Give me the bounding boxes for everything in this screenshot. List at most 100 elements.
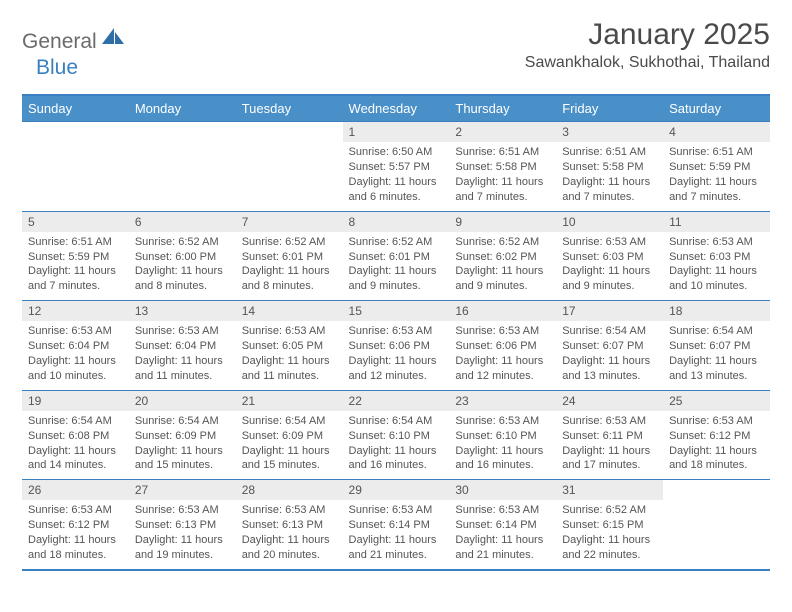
sunset-text: Sunset: 6:07 PM (669, 339, 764, 354)
calendar-cell: 11Sunrise: 6:53 AMSunset: 6:03 PMDayligh… (663, 211, 770, 301)
day-body: Sunrise: 6:50 AMSunset: 5:57 PMDaylight:… (343, 142, 450, 210)
day-number: 27 (129, 480, 236, 500)
daylight-text: Daylight: 11 hours and 16 minutes. (349, 444, 444, 474)
sunset-text: Sunset: 6:10 PM (455, 429, 550, 444)
sunset-text: Sunset: 6:04 PM (28, 339, 123, 354)
calendar-row: 5Sunrise: 6:51 AMSunset: 5:59 PMDaylight… (22, 211, 770, 301)
calendar-cell: 21Sunrise: 6:54 AMSunset: 6:09 PMDayligh… (236, 390, 343, 480)
daylight-text: Daylight: 11 hours and 13 minutes. (562, 354, 657, 384)
day-body (236, 142, 343, 206)
sunrise-text: Sunrise: 6:52 AM (349, 235, 444, 250)
sunrise-text: Sunrise: 6:52 AM (135, 235, 230, 250)
calendar-cell: 30Sunrise: 6:53 AMSunset: 6:14 PMDayligh… (449, 480, 556, 570)
daylight-text: Daylight: 11 hours and 16 minutes. (455, 444, 550, 474)
day-body (663, 500, 770, 564)
sunrise-text: Sunrise: 6:53 AM (455, 324, 550, 339)
day-body: Sunrise: 6:53 AMSunset: 6:04 PMDaylight:… (129, 321, 236, 389)
day-number: 7 (236, 212, 343, 232)
logo-text-general: General (22, 30, 97, 54)
calendar-cell: 28Sunrise: 6:53 AMSunset: 6:13 PMDayligh… (236, 480, 343, 570)
calendar-cell: 25Sunrise: 6:53 AMSunset: 6:12 PMDayligh… (663, 390, 770, 480)
sunset-text: Sunset: 6:08 PM (28, 429, 123, 444)
daylight-text: Daylight: 11 hours and 7 minutes. (669, 175, 764, 205)
day-number: 30 (449, 480, 556, 500)
calendar-cell: 17 Sunrise: 6:54 AMSunset: 6:07 PMDayligh… (556, 301, 663, 391)
day-body: Sunrise: 6:54 AMSunset: 6:08 PMDaylight:… (22, 411, 129, 479)
weekday-header: Wednesday (343, 95, 450, 122)
day-body: Sunrise: 6:51 AMSunset: 5:58 PMDaylight:… (556, 142, 663, 210)
daylight-text: Daylight: 11 hours and 13 minutes. (669, 354, 764, 384)
sunset-text: Sunset: 6:09 PM (135, 429, 230, 444)
weekday-header: Tuesday (236, 95, 343, 122)
calendar-cell: 26Sunrise: 6:53 AMSunset: 6:12 PMDayligh… (22, 480, 129, 570)
daylight-text: Daylight: 11 hours and 9 minutes. (349, 264, 444, 294)
day-body: Sunrise: 6:53 AMSunset: 6:13 PMDaylight:… (129, 500, 236, 568)
day-body: Sunrise: 6:53 AMSunset: 6:13 PMDaylight:… (236, 500, 343, 568)
sunrise-text: Sunrise: 6:53 AM (349, 324, 444, 339)
daylight-text: Daylight: 11 hours and 18 minutes. (28, 533, 123, 563)
calendar-cell (129, 122, 236, 212)
weekday-header: Friday (556, 95, 663, 122)
sunrise-text: Sunrise: 6:51 AM (455, 145, 550, 160)
calendar-row: 19Sunrise: 6:54 AMSunset: 6:08 PMDayligh… (22, 390, 770, 480)
sunrise-text: Sunrise: 6:53 AM (669, 235, 764, 250)
sunset-text: Sunset: 6:14 PM (349, 518, 444, 533)
day-body: Sunrise: 6:51 AMSunset: 5:58 PMDaylight:… (449, 142, 556, 210)
day-body: Sunrise: 6:53 AMSunset: 6:12 PMDaylight:… (22, 500, 129, 568)
sunrise-text: Sunrise: 6:52 AM (455, 235, 550, 250)
calendar-cell: 4Sunrise: 6:51 AMSunset: 5:59 PMDaylight… (663, 122, 770, 212)
sunset-text: Sunset: 6:13 PM (242, 518, 337, 533)
sunset-text: Sunset: 6:07 PM (562, 339, 657, 354)
day-body: Sunrise: 6:51 AMSunset: 5:59 PMDaylight:… (663, 142, 770, 210)
day-body: Sunrise: 6:53 AMSunset: 6:14 PMDaylight:… (449, 500, 556, 568)
day-number: 21 (236, 391, 343, 411)
day-number: 17 (556, 301, 663, 321)
day-body: Sunrise: 6:53 AMSunset: 6:14 PMDaylight:… (343, 500, 450, 568)
day-body: Sunrise: 6:53 AMSunset: 6:10 PMDaylight:… (449, 411, 556, 479)
calendar-cell: 19Sunrise: 6:54 AMSunset: 6:08 PMDayligh… (22, 390, 129, 480)
day-body: Sunrise: 6:54 AMSunset: 6:09 PMDaylight:… (236, 411, 343, 479)
sunrise-text: Sunrise: 6:53 AM (455, 414, 550, 429)
daylight-text: Daylight: 11 hours and 18 minutes. (669, 444, 764, 474)
calendar-cell: 29Sunrise: 6:53 AMSunset: 6:14 PMDayligh… (343, 480, 450, 570)
calendar-cell: 24Sunrise: 6:53 AMSunset: 6:11 PMDayligh… (556, 390, 663, 480)
calendar-cell: 20Sunrise: 6:54 AMSunset: 6:09 PMDayligh… (129, 390, 236, 480)
sunrise-text: Sunrise: 6:52 AM (562, 503, 657, 518)
sunset-text: Sunset: 6:10 PM (349, 429, 444, 444)
month-title: January 2025 (525, 18, 770, 52)
sunset-text: Sunset: 5:59 PM (669, 160, 764, 175)
sunrise-text: Sunrise: 6:53 AM (28, 324, 123, 339)
weekday-header: Sunday (22, 95, 129, 122)
day-number (22, 122, 129, 142)
sunrise-text: Sunrise: 6:51 AM (669, 145, 764, 160)
day-number: 6 (129, 212, 236, 232)
day-body: Sunrise: 6:53 AMSunset: 6:05 PMDaylight:… (236, 321, 343, 389)
daylight-text: Daylight: 11 hours and 8 minutes. (242, 264, 337, 294)
daylight-text: Daylight: 11 hours and 15 minutes. (135, 444, 230, 474)
calendar-cell: 5Sunrise: 6:51 AMSunset: 5:59 PMDaylight… (22, 211, 129, 301)
sunrise-text: Sunrise: 6:52 AM (242, 235, 337, 250)
weekday-header: Monday (129, 95, 236, 122)
calendar-cell: 9Sunrise: 6:52 AMSunset: 6:02 PMDaylight… (449, 211, 556, 301)
sunset-text: Sunset: 6:05 PM (242, 339, 337, 354)
calendar-cell: 18Sunrise: 6:54 AMSunset: 6:07 PMDayligh… (663, 301, 770, 391)
calendar-row: 26Sunrise: 6:53 AMSunset: 6:12 PMDayligh… (22, 480, 770, 570)
day-number: 29 (343, 480, 450, 500)
sunset-text: Sunset: 5:58 PM (562, 160, 657, 175)
calendar-cell: 12Sunrise: 6:53 AMSunset: 6:04 PMDayligh… (22, 301, 129, 391)
day-number: 23 (449, 391, 556, 411)
weekday-header-row: Sunday Monday Tuesday Wednesday Thursday… (22, 95, 770, 122)
sunrise-text: Sunrise: 6:54 AM (562, 324, 657, 339)
daylight-text: Daylight: 11 hours and 9 minutes. (455, 264, 550, 294)
sunset-text: Sunset: 5:57 PM (349, 160, 444, 175)
day-number: 31 (556, 480, 663, 500)
calendar-cell: 8Sunrise: 6:52 AMSunset: 6:01 PMDaylight… (343, 211, 450, 301)
day-body: Sunrise: 6:53 AMSunset: 6:12 PMDaylight:… (663, 411, 770, 479)
sunset-text: Sunset: 6:13 PM (135, 518, 230, 533)
daylight-text: Daylight: 11 hours and 7 minutes. (455, 175, 550, 205)
daylight-text: Daylight: 11 hours and 8 minutes. (135, 264, 230, 294)
day-number: 16 (449, 301, 556, 321)
sunset-text: Sunset: 6:03 PM (669, 250, 764, 265)
day-body: Sunrise: 6:53 AMSunset: 6:03 PMDaylight:… (663, 232, 770, 300)
calendar-cell (663, 480, 770, 570)
